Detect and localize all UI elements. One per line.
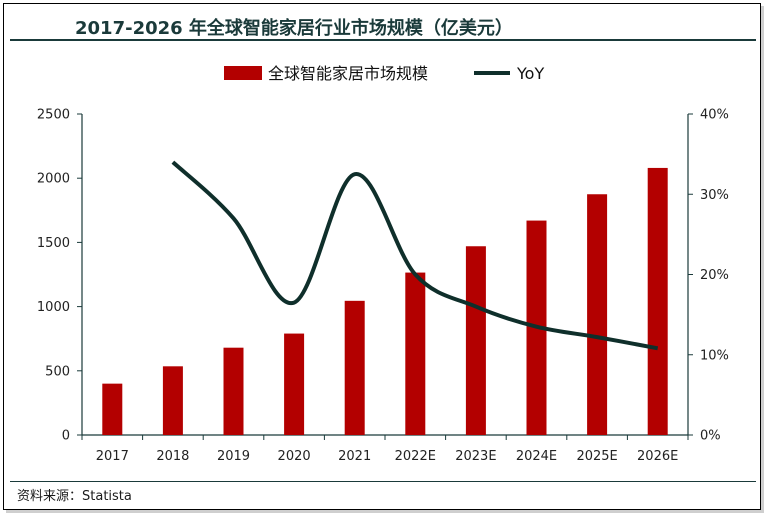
chart-frame — [3, 3, 761, 510]
x-axis-tick-label: 2022E — [395, 449, 436, 464]
x-axis-tick-label: 2019 — [217, 449, 250, 464]
yoy-line — [171, 160, 659, 351]
legend-label-bar: 全球智能家居市场规模 — [268, 64, 428, 83]
source-note: 资料来源：Statista — [17, 489, 132, 504]
x-axis-tick-label: 2018 — [156, 449, 189, 464]
bar — [465, 246, 486, 435]
legend-swatch-bar — [224, 66, 262, 80]
right-axis-tick-label: 40% — [700, 108, 729, 123]
bar — [162, 366, 183, 435]
left-axis-tick-label: 1500 — [37, 236, 70, 251]
bar — [284, 333, 305, 435]
title-rule — [10, 39, 756, 41]
x-axis-tick-label: 2026E — [637, 449, 678, 464]
bar — [223, 347, 244, 435]
left-axis-tick-label: 2500 — [37, 108, 70, 123]
right-axis-tick-label: 20% — [700, 268, 729, 283]
x-axis-tick-label: 2024E — [516, 449, 557, 464]
x-axis-tick-label: 2025E — [576, 449, 617, 464]
source-rule — [10, 481, 756, 482]
bar — [405, 272, 426, 435]
right-axis-tick-label: 30% — [700, 188, 729, 203]
right-axis-tick-label: 10% — [700, 348, 729, 363]
bar — [344, 300, 365, 435]
x-axis-tick-label: 2021 — [338, 449, 371, 464]
bar — [647, 167, 668, 436]
x-axis-tick-label: 2020 — [278, 449, 311, 464]
left-axis-tick-label: 2000 — [37, 172, 70, 187]
legend-label-line: YoY — [516, 64, 544, 83]
bar — [587, 194, 608, 435]
bar — [102, 383, 123, 435]
x-axis-tick-label: 2023E — [455, 449, 496, 464]
left-axis-tick-label: 500 — [45, 364, 70, 379]
x-axis-tick-label: 2017 — [96, 449, 129, 464]
chart-title: 2017-2026 年全球智能家居行业市场规模（亿美元） — [75, 18, 513, 39]
right-axis-tick-label: 0% — [700, 429, 721, 444]
left-axis-tick-label: 1000 — [37, 300, 70, 315]
left-axis-tick-label: 0 — [62, 429, 70, 444]
